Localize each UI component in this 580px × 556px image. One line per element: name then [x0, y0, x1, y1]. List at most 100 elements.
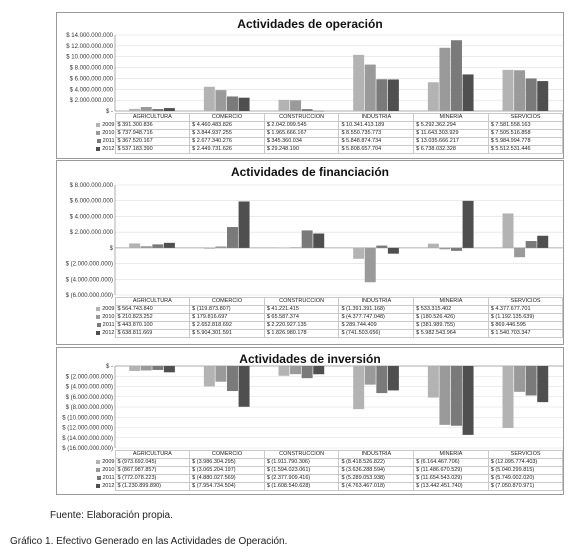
y-tick-label: $ (8.000.000.000) [66, 405, 113, 411]
category-label: INDUSTRIA [338, 297, 415, 306]
y-tick-label: $ (14.000.000.000) [62, 436, 113, 442]
bar [502, 69, 514, 111]
y-tick-label: $ - [106, 109, 113, 115]
bar [163, 242, 175, 248]
bar [427, 366, 439, 398]
data-value-label: $ (1.911.790.306) [263, 458, 340, 467]
bar [364, 64, 376, 111]
data-value-label: $ 8.550.735.773 [338, 129, 415, 138]
data-value-label: $ 367.520.167 [114, 137, 191, 146]
data-value-label: $ 3.844.937.255 [189, 129, 265, 138]
data-value-label: $ (867.987.857) [114, 466, 191, 475]
bar [525, 78, 537, 111]
bar [301, 109, 313, 111]
bar [462, 74, 474, 111]
category-label: COMERCIO [189, 450, 265, 459]
category-label: SERVICIOS [487, 113, 564, 122]
data-value-label: $ 2.449.731.626 [189, 145, 265, 154]
category-label: CONSTRUCCIÓN [263, 450, 340, 459]
data-value-label: $ 5.984.994.778 [487, 137, 564, 146]
bar [129, 243, 141, 248]
data-value-label: $ 4.377.677.701 [487, 305, 564, 314]
bar [238, 201, 250, 248]
bar [353, 247, 365, 259]
data-value-label: $ 5.848.874.734 [338, 137, 415, 146]
data-value-label: $ 11.643.303.929 [413, 129, 489, 138]
category-label: CONSTRUCCIÓN [263, 113, 340, 122]
bar [353, 366, 365, 410]
bar [537, 81, 549, 111]
data-value-label: $ (741.503.656) [338, 329, 415, 338]
bar [427, 82, 439, 111]
bar [462, 200, 474, 248]
data-value-label: $ 10.341.413.189 [338, 121, 415, 130]
y-tick-label: $ 6.000.000.000 [70, 76, 114, 82]
series-name: 2011 [102, 138, 115, 144]
y-tick-label: $ 14.000.000.000 [66, 33, 113, 39]
data-value-label: $ 5.292.362.294 [413, 121, 489, 130]
series-name: 2012 [102, 146, 115, 152]
data-value-label: $ 210.823.252 [114, 313, 191, 322]
y-tick-label: $ (4.000.000.000) [66, 277, 113, 283]
bar [227, 96, 238, 111]
bar [227, 366, 238, 392]
bar [387, 247, 399, 254]
series-name: 2010 [102, 130, 115, 136]
data-value-label: $ 2.220.927.135 [263, 321, 340, 330]
bar [364, 247, 376, 283]
y-tick-label: $ 4.000.000.000 [70, 87, 114, 93]
category-label: CONSTRUCCIÓN [263, 297, 340, 306]
figure-caption: Gráfico 1. Efectivo Generado en las Acti… [10, 536, 288, 547]
data-value-label: $ 7.581.558.163 [487, 121, 564, 130]
bar [163, 366, 175, 373]
data-value-label: $ (7.050.870.971) [487, 482, 564, 491]
bar [451, 247, 462, 251]
category-label: SERVICIOS [487, 297, 564, 306]
series-legend: 2009 [61, 122, 115, 130]
data-value-label: $ (180.526.426) [413, 313, 489, 322]
chart-panel-financiacion: Actividades de financiación $ (6.000.000… [56, 160, 564, 345]
bar [387, 366, 399, 391]
data-value-label: $ (3.065.204.197) [189, 466, 265, 475]
bar [238, 366, 250, 407]
data-value-label: $ 1.826.980.178 [263, 329, 340, 338]
data-value-label: $ 6.738.032.328 [413, 145, 489, 154]
data-value-label: $ 737.948.716 [114, 129, 191, 138]
bar [353, 54, 365, 111]
bar [152, 366, 164, 370]
data-value-label: $ (5.289.053.938) [338, 474, 415, 483]
data-value-label: $ 1.540.703.347 [487, 329, 564, 338]
legend-swatch [96, 322, 101, 327]
category-label: INDUSTRIA [338, 450, 415, 459]
data-value-label: $ 65.587.374 [263, 313, 340, 322]
category-label: SERVICIOS [487, 450, 564, 459]
y-tick-label: $ (10.000.000.000) [62, 415, 113, 421]
bar [301, 230, 313, 248]
bar [525, 366, 537, 396]
y-tick-label: $ - [106, 364, 113, 370]
bar [376, 79, 388, 111]
data-value-label: $ (3.636.288.594) [338, 466, 415, 475]
data-value-label: $ (4.377.747.048) [338, 313, 415, 322]
series-name: 2009 [102, 306, 115, 312]
chart-svg: $ - $ 2.000.000.000 $ 4.000.000.000 $ 6.000… [66, 33, 563, 115]
bar [140, 246, 152, 248]
bar [427, 243, 439, 248]
data-value-label: $ (11.486.670.529) [413, 466, 489, 475]
data-value-label: $ 29.248.190 [263, 145, 340, 154]
data-value-label: $ (381.989.755) [413, 321, 489, 330]
series-legend: 2011 [61, 138, 115, 146]
legend-swatch [96, 459, 101, 464]
data-value-label: $ 5.808.657.704 [338, 145, 415, 154]
series-name: 2009 [102, 122, 115, 128]
data-value-label: $ 2.652.818.692 [189, 321, 265, 330]
series-legend: 2012 [61, 483, 115, 491]
data-value-label: $ 5.982.543.964 [413, 329, 489, 338]
y-tick-label: $ (4.000.000.000) [66, 385, 113, 391]
legend-swatch [96, 467, 101, 472]
bar [215, 246, 227, 248]
series-legend: 2011 [61, 322, 115, 330]
chart-panel-operacion: Actividades de operación $ - $ 2.000.000.… [56, 12, 564, 159]
bar [376, 245, 388, 248]
bar [290, 100, 302, 111]
